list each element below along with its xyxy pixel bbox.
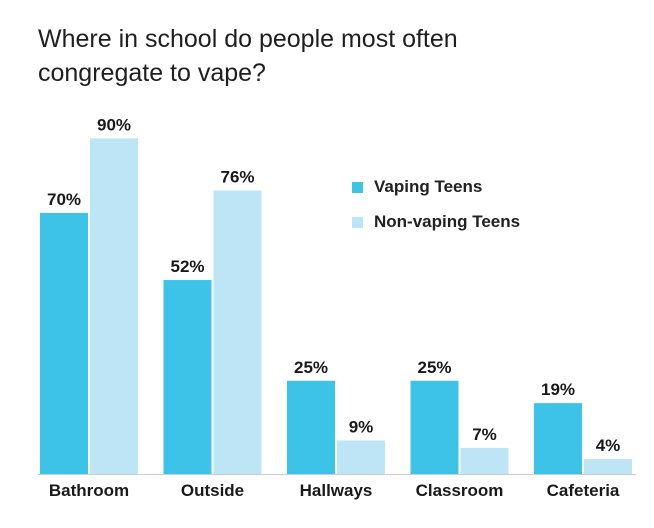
bar-vaping-teens-hallways: [287, 380, 335, 474]
chart-title: Where in school do people most often con…: [38, 25, 458, 87]
x-tick-label-cafeteria: Cafeteria: [547, 481, 620, 500]
bar-vaping-teens-bathroom: [40, 212, 88, 474]
data-label-vaping-teens-bathroom: 70%: [47, 190, 81, 209]
data-label-non-vaping-teens-cafeteria: 4%: [596, 436, 621, 455]
data-label-vaping-teens-classroom: 25%: [417, 358, 451, 377]
legend-label-non-vaping-teens: Non-vaping Teens: [374, 212, 521, 231]
bar-vaping-teens-classroom: [410, 380, 459, 474]
legend-swatch-non-vaping-teens: [352, 216, 363, 228]
data-label-non-vaping-teens-bathroom: 90%: [97, 115, 131, 134]
bar-non-vaping-teens-bathroom: [90, 138, 138, 475]
data-label-vaping-teens-cafeteria: 19%: [541, 380, 575, 399]
x-tick-label-outside: Outside: [181, 481, 244, 500]
bar-non-vaping-teens-classroom: [460, 447, 509, 474]
data-label-vaping-teens-hallways: 25%: [294, 358, 328, 377]
bar-vaping-teens-cafeteria: [534, 403, 582, 474]
legend-label-vaping-teens: Vaping Teens: [374, 177, 483, 196]
data-label-non-vaping-teens-outside: 76%: [220, 168, 254, 187]
data-label-non-vaping-teens-hallways: 9%: [349, 417, 374, 436]
data-label-non-vaping-teens-classroom: 7%: [472, 425, 497, 444]
legend-item-vaping-teens: Vaping Teens: [352, 176, 520, 198]
bar-non-vaping-teens-cafeteria: [584, 459, 632, 474]
bar-non-vaping-teens-hallways: [337, 440, 385, 474]
bar-vaping-teens-outside: [163, 280, 212, 474]
x-tick-label-classroom: Classroom: [416, 481, 504, 500]
bar-non-vaping-teens-outside: [213, 190, 262, 474]
legend-item-non-vaping-teens: Non-vaping Teens: [352, 211, 520, 233]
legend: Vaping Teens Non-vaping Teens: [352, 176, 520, 246]
x-tick-label-bathroom: Bathroom: [49, 481, 129, 500]
data-label-vaping-teens-outside: 52%: [170, 257, 204, 276]
legend-swatch-vaping-teens: [352, 181, 363, 193]
x-tick-label-hallways: Hallways: [300, 481, 373, 500]
